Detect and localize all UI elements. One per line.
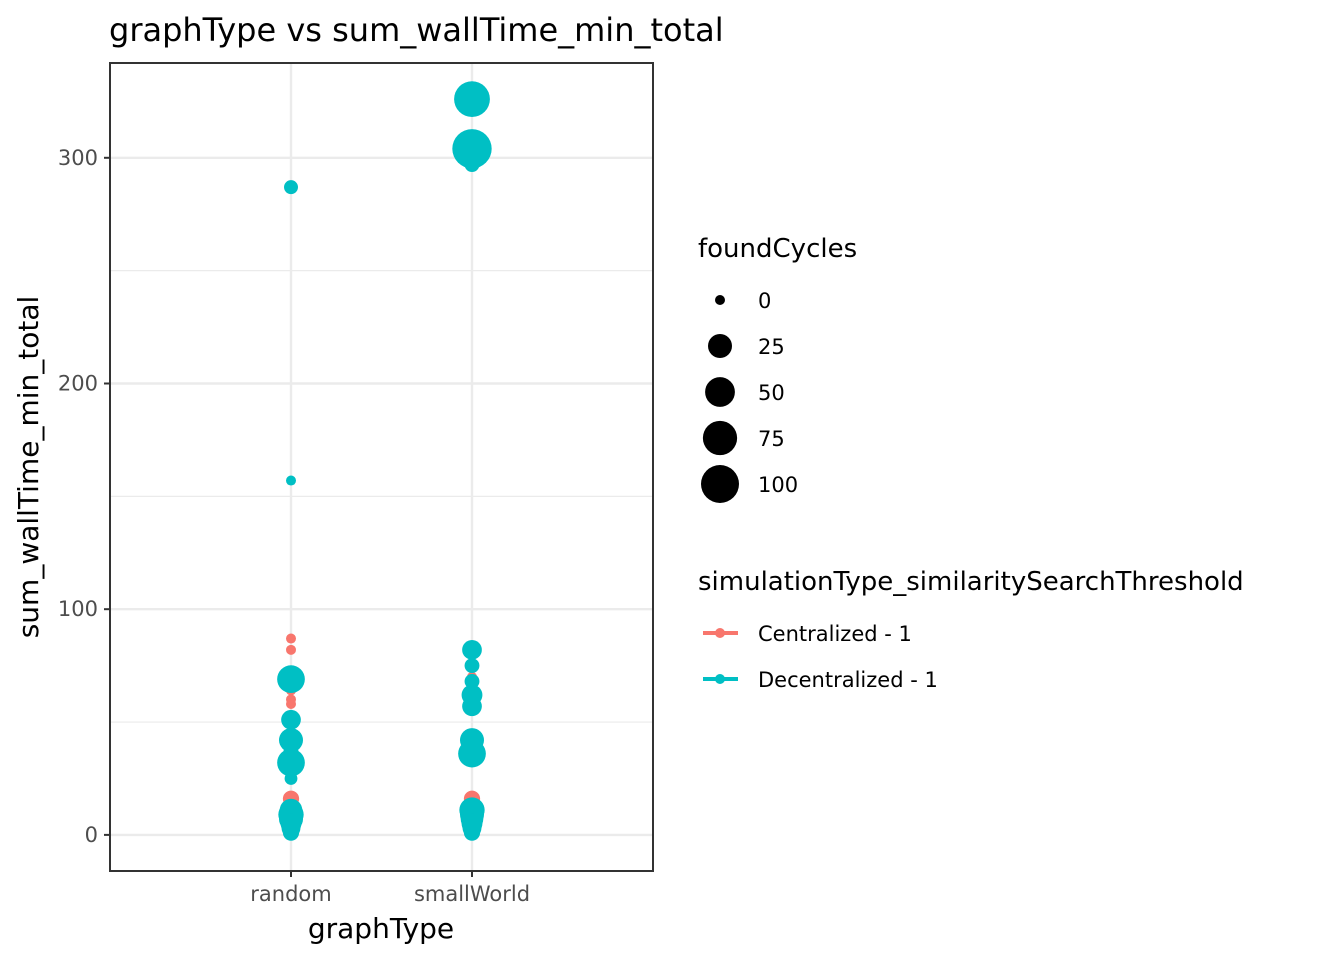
data-point xyxy=(463,824,481,841)
color-legend-key xyxy=(715,628,725,638)
y-axis: 0 100 200 300 xyxy=(58,146,110,847)
y-tick-label: 300 xyxy=(58,146,98,170)
size-legend-title: foundCycles xyxy=(698,234,857,264)
data-point xyxy=(286,698,296,709)
size-legend-label: 0 xyxy=(758,289,771,313)
panel-border xyxy=(109,62,654,872)
data-point xyxy=(284,180,298,195)
data-point xyxy=(277,748,305,777)
plot-panel xyxy=(109,62,654,872)
y-tick-label: 0 xyxy=(85,823,98,847)
x-axis-title: graphType xyxy=(308,912,454,945)
data-point xyxy=(458,739,486,768)
y-tick-label: 200 xyxy=(58,371,98,395)
color-legend: simulationType_similaritySearchThreshold… xyxy=(698,567,1244,692)
size-legend-key xyxy=(705,377,735,407)
data-point xyxy=(277,665,305,694)
color-legend-key xyxy=(715,674,725,684)
color-legend-label: Centralized - 1 xyxy=(758,622,912,646)
data-point xyxy=(462,639,482,660)
panel-background xyxy=(110,63,653,871)
size-legend: foundCycles 0 25 50 75 100 xyxy=(698,234,857,503)
data-point xyxy=(286,644,296,655)
x-tick-label: smallWorld xyxy=(414,882,530,906)
data-point xyxy=(281,709,301,730)
y-tick-label: 100 xyxy=(58,597,98,621)
data-point xyxy=(462,696,482,717)
x-axis: random smallWorld xyxy=(250,871,530,906)
data-point xyxy=(286,633,296,644)
grid-minor xyxy=(110,270,653,723)
size-legend-label: 100 xyxy=(758,473,798,497)
size-legend-key xyxy=(715,295,725,305)
data-point xyxy=(464,157,480,172)
size-legend-key xyxy=(702,420,738,456)
data-point xyxy=(284,772,298,785)
data-point xyxy=(279,728,303,753)
color-legend-title: simulationType_similaritySearchThreshold xyxy=(698,567,1244,597)
data-point xyxy=(464,673,480,689)
data-point xyxy=(286,475,296,486)
data-points xyxy=(277,81,492,841)
data-point xyxy=(452,129,492,169)
x-tick-label: random xyxy=(250,882,331,906)
size-legend-label: 50 xyxy=(758,381,785,405)
chart-title: graphType vs sum_wallTime_min_total xyxy=(109,11,724,49)
size-legend-key xyxy=(708,334,732,358)
data-point xyxy=(282,824,300,841)
size-legend-label: 75 xyxy=(758,427,785,451)
data-point xyxy=(454,81,490,118)
size-legend-label: 25 xyxy=(758,335,785,359)
y-axis-title: sum_wallTime_min_total xyxy=(12,296,45,639)
size-legend-key xyxy=(701,465,739,503)
color-legend-label: Decentralized - 1 xyxy=(758,668,938,692)
data-point xyxy=(464,658,480,674)
